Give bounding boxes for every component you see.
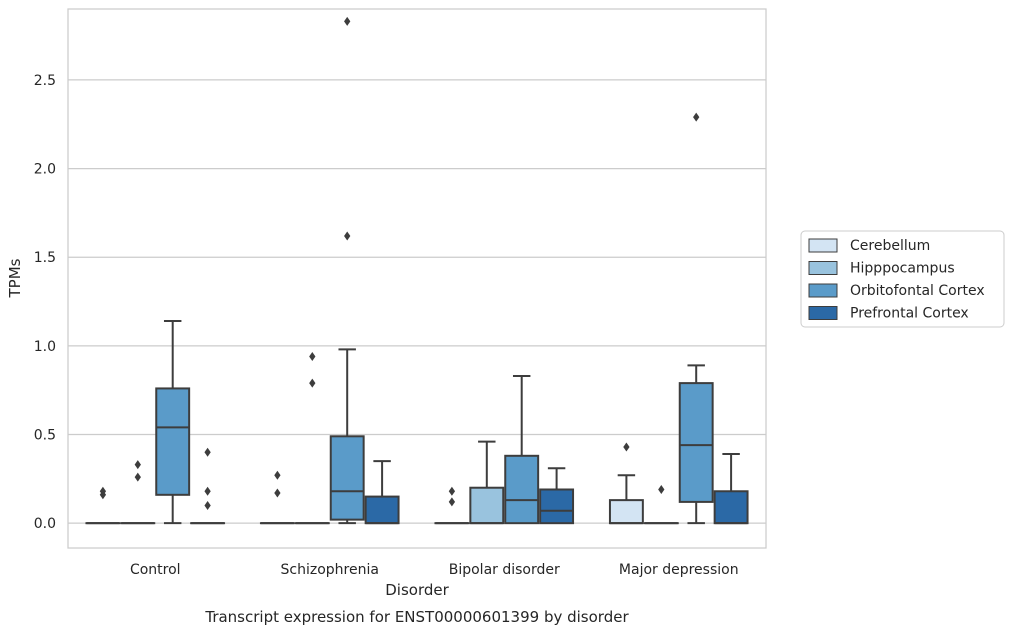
y-tick-label: 0.0: [34, 516, 56, 532]
legend-label: Cerebellum: [850, 238, 930, 254]
legend-item-prefrontal-cortex: Prefrontal Cortex: [808, 306, 969, 322]
legend-item-cerebellum: Cerebellum: [808, 238, 930, 254]
outlier-point: [344, 231, 351, 241]
outlier-point: [134, 460, 141, 470]
outlier-point: [204, 447, 211, 457]
legend-label: Hipppocampus: [850, 261, 955, 277]
chart-caption: Transcript expression for ENST0000060139…: [204, 608, 629, 626]
box-prefrontal-cortex-control: [190, 447, 226, 525]
box-body: [364, 495, 400, 525]
outlier-point: [623, 442, 630, 452]
box-cerebellum-major-depression: [608, 442, 644, 525]
box-series: [85, 16, 749, 525]
legend-item-orbitofontal-cortex: Orbitofontal Cortex: [808, 283, 985, 299]
legend-label: Orbitofontal Cortex: [850, 283, 985, 299]
legend-item-hipppocampus: Hipppocampus: [808, 261, 955, 277]
box-body: [469, 486, 505, 525]
box-body: [504, 454, 540, 525]
outlier-point: [448, 486, 456, 496]
y-tick-label: 1.5: [34, 250, 56, 266]
series-hipppocampus: [120, 352, 679, 525]
y-tick-label: 0.5: [34, 428, 56, 444]
box-cerebellum-control: [85, 486, 121, 525]
legend-swatch: [808, 306, 838, 320]
box-orbitofontal-cortex-bipolar-disorder: [504, 375, 540, 525]
y-tick-label: 2.0: [34, 162, 56, 178]
y-axis-ticks: 0.0 0.5 1.0 1.5 2.0 2.5: [34, 73, 56, 532]
box-body: [539, 488, 575, 525]
series-orbitofontal-cortex: [155, 16, 714, 525]
plot-area-frame: [67, 8, 767, 549]
box-cerebellum-schizophrenia: [259, 470, 295, 525]
box-hipppocampus-schizophrenia: [294, 352, 330, 525]
x-tick-label-major-depression: Major depression: [619, 562, 739, 578]
outlier-point: [448, 497, 456, 507]
legend-swatch: [808, 283, 838, 298]
outlier-point: [134, 472, 141, 482]
box-orbitofontal-cortex-major-depression: [678, 112, 714, 525]
outlier-point: [693, 112, 700, 122]
box-body: [608, 499, 644, 525]
outlier-point: [658, 484, 665, 494]
box-orbitofontal-cortex-schizophrenia: [329, 16, 365, 525]
y-axis-label: TPMs: [6, 258, 24, 298]
box-orbitofontal-cortex-control: [155, 320, 191, 525]
box-prefrontal-cortex-major-depression: [713, 453, 749, 525]
box-hipppocampus-bipolar-disorder: [469, 440, 505, 525]
box-prefrontal-cortex-bipolar-disorder: [539, 467, 575, 525]
x-tick-label-control: Control: [130, 562, 181, 578]
legend-label: Prefrontal Cortex: [850, 306, 969, 322]
legend-items: Cerebellum Hipppocampus Orbitofontal Corte…: [808, 238, 985, 322]
x-tick-label-schizophrenia: Schizophrenia: [281, 562, 379, 578]
legend-swatch: [808, 261, 838, 275]
box-cerebellum-bipolar-disorder: [434, 486, 470, 525]
outlier-point: [99, 486, 107, 496]
box-hipppocampus-control: [120, 460, 156, 525]
outlier-point: [204, 500, 211, 510]
series-cerebellum: [85, 442, 644, 525]
box-hipppocampus-major-depression: [643, 484, 679, 525]
outlier-point: [204, 486, 211, 496]
outlier-point: [309, 378, 316, 388]
outlier-point: [274, 488, 281, 498]
legend-swatch: [808, 238, 838, 253]
box-prefrontal-cortex-schizophrenia: [364, 460, 400, 525]
series-prefrontal-cortex: [190, 447, 749, 525]
outlier-point: [309, 352, 316, 362]
x-axis-ticks: Control Schizophrenia Bipolar disorder Majo…: [130, 562, 739, 578]
y-tick-label: 1.0: [34, 339, 56, 355]
x-axis-label: Disorder: [385, 581, 449, 599]
legend-frame: [800, 230, 1005, 328]
y-tick-label: 2.5: [34, 73, 56, 89]
box-body: [713, 490, 749, 525]
outlier-point: [344, 16, 351, 26]
box-body: [329, 435, 365, 521]
outlier-point: [274, 470, 281, 480]
legend: Cerebellum Hipppocampus Orbitofontal Corte…: [800, 230, 1005, 328]
x-tick-label-bipolar-disorder: Bipolar disorder: [449, 562, 560, 578]
box-body: [678, 382, 714, 503]
box-body: [155, 387, 191, 496]
